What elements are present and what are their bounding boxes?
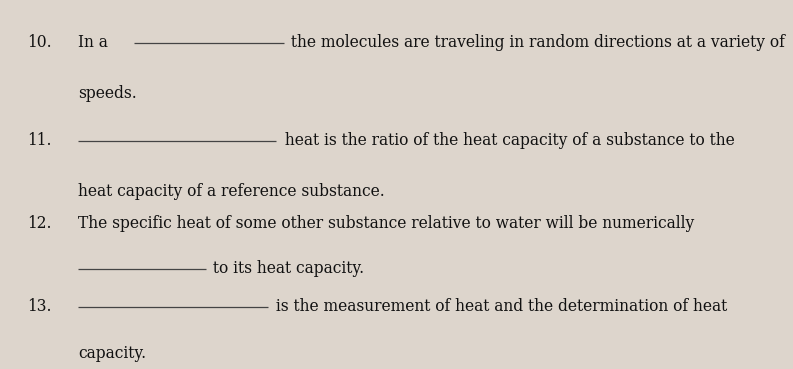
Text: The specific heat of some other substance relative to water will be numerically: The specific heat of some other substanc… — [78, 215, 694, 232]
Text: 11.: 11. — [27, 132, 52, 149]
Text: In a: In a — [78, 34, 113, 51]
Text: 13.: 13. — [27, 299, 52, 315]
Text: 12.: 12. — [27, 215, 52, 232]
Text: heat capacity of a reference substance.: heat capacity of a reference substance. — [78, 183, 385, 200]
Text: speeds.: speeds. — [78, 85, 136, 102]
Text: is the measurement of heat and the determination of heat: is the measurement of heat and the deter… — [270, 299, 727, 315]
Text: 10.: 10. — [27, 34, 52, 51]
Text: the molecules are traveling in random directions at a variety of: the molecules are traveling in random di… — [286, 34, 785, 51]
Text: heat is the ratio of the heat capacity of a substance to the: heat is the ratio of the heat capacity o… — [280, 132, 734, 149]
Text: to its heat capacity.: to its heat capacity. — [209, 261, 365, 277]
Text: capacity.: capacity. — [78, 345, 146, 362]
